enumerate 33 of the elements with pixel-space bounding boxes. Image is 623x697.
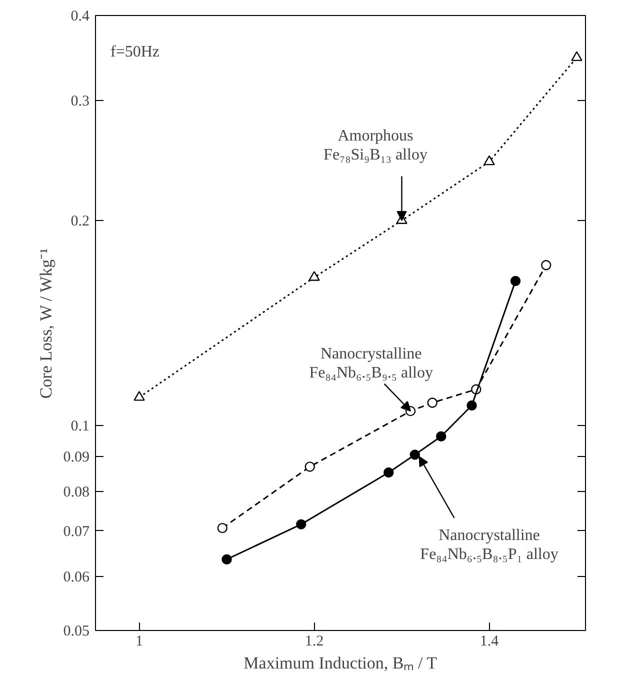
x-tick-label: 1.2 <box>304 634 324 650</box>
point <box>484 155 495 166</box>
point <box>217 522 228 534</box>
point <box>222 554 232 564</box>
y-tick-label: 0.05 <box>63 624 90 640</box>
annotation: Amorphous Fe₇₈Si₉B₁₃ alloy <box>324 128 428 164</box>
point <box>304 462 315 472</box>
point <box>571 51 582 62</box>
y-tick-label: 0.3 <box>70 94 90 110</box>
point <box>510 276 521 286</box>
y-tick-label: 0.1 <box>70 418 90 434</box>
x-tick-label: 1 <box>136 634 143 650</box>
x-tick-label: 1.4 <box>480 634 500 650</box>
point <box>134 390 145 401</box>
point <box>384 467 394 478</box>
point <box>436 431 446 442</box>
y-tick-label: 0.09 <box>63 450 90 466</box>
point <box>296 519 306 530</box>
point <box>427 398 438 408</box>
annotation: Nanocrystalline Fe₈₄Nb₆.₅B₉.₅ alloy <box>309 345 433 382</box>
point <box>541 260 552 270</box>
y-axis-title: Core Loss, W / Wkg⁻¹ <box>36 248 56 399</box>
y-tick-label: 0.07 <box>63 524 90 540</box>
annotation: Nanocrystalline Fe₈₄Nb₆.₅B₈.₅P₁ alloy <box>420 527 558 564</box>
point <box>466 400 477 411</box>
y-tick-label: 0.06 <box>63 570 90 586</box>
y-tick-label: 0.4 <box>70 8 90 24</box>
point <box>410 450 420 460</box>
annotation: f=50Hz <box>110 44 160 60</box>
y-tick-label: 0.2 <box>70 214 90 230</box>
y-tick-label: 0.08 <box>63 484 90 500</box>
point <box>308 271 320 281</box>
x-axis-title: Maximum Induction, Bₘ / T <box>244 654 438 672</box>
